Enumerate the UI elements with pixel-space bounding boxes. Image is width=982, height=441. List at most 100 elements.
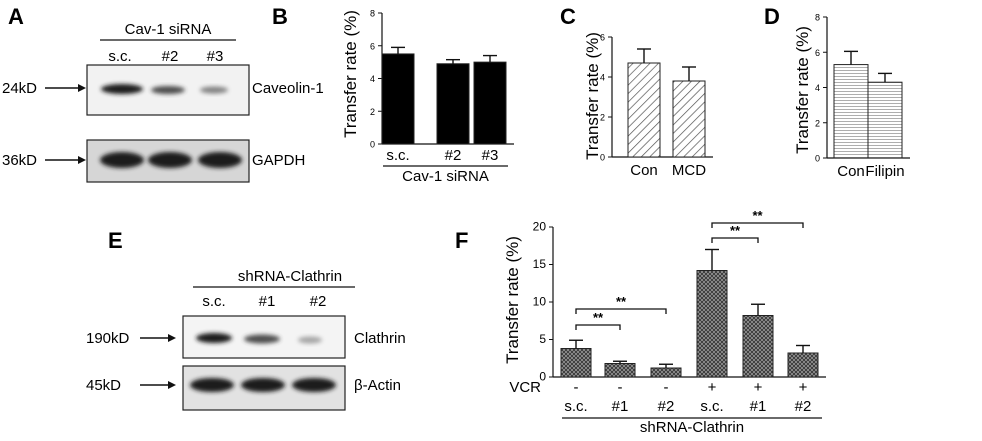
bar: [436, 63, 470, 145]
category-label: #3: [482, 147, 499, 164]
band: [198, 152, 242, 168]
bar: [627, 62, 661, 158]
band: [200, 86, 228, 94]
y-tick-label: 15: [533, 257, 547, 271]
category-label: MCD: [672, 162, 706, 179]
chart-f: 0 5 10 15 20 Transfer rate (%) s.c. - #1 - #2 - s.c.…: [503, 208, 826, 436]
y-tick-label: 4: [815, 83, 820, 93]
panel-a-western-blot: A Cav-1 siRNA s.c. #2 #3 24kD Caveolin-1…: [2, 4, 324, 183]
significance-label: **: [616, 294, 627, 309]
category-label: Filipin: [865, 163, 904, 180]
panel-letter-e: E: [108, 228, 123, 253]
y-tick-label: 4: [600, 73, 605, 83]
vcr-sign: +: [708, 379, 717, 396]
charts-layer: 0 2 4 6 8 Transfer rate (%) s.c. #2 #3 Cav-1 siRN…: [341, 9, 910, 436]
band: [151, 86, 185, 94]
y-axis-label: Transfer rate (%): [503, 236, 522, 364]
bar: [696, 270, 728, 378]
significance-label: **: [730, 223, 741, 238]
band: [298, 336, 322, 344]
significance-bracket: [575, 308, 667, 314]
y-tick-label: 20: [533, 220, 547, 234]
bar: [742, 315, 774, 378]
y-tick-label: 2: [370, 107, 375, 117]
panel-e-lane-label: #1: [259, 293, 276, 310]
y-tick-label: 6: [370, 41, 375, 51]
bar: [604, 363, 636, 378]
bar: [672, 80, 706, 158]
y-tick-label: 4: [370, 74, 375, 84]
category-label: Con: [630, 162, 658, 179]
panel-a-marker-label: 24kD: [2, 80, 37, 97]
vcr-label: VCR: [509, 379, 541, 396]
bar: [650, 367, 682, 378]
category-label: s.c.: [564, 398, 587, 415]
significance-bracket: [711, 222, 804, 228]
arrow-icon: [78, 156, 86, 164]
category-label: #2: [658, 398, 675, 415]
panel-e-lane-label: #2: [310, 293, 327, 310]
band: [196, 333, 232, 343]
panel-letter-f: F: [455, 228, 468, 253]
y-tick-label: 6: [815, 48, 820, 58]
group-label: Cav-1 siRNA: [402, 168, 489, 185]
band: [100, 152, 144, 168]
bar: [560, 348, 592, 378]
panel-a-lane-label: #2: [162, 48, 179, 65]
panel-e-marker-label: 190kD: [86, 330, 130, 347]
panel-e-western-blot: E shRNA-Clathrin s.c. #1 #2 190kD Clathr…: [86, 228, 406, 411]
y-tick-label: 2: [815, 118, 820, 128]
band: [148, 152, 192, 168]
category-label: #2: [795, 398, 812, 415]
y-tick-label: 6: [600, 33, 605, 43]
panel-letter-b: B: [272, 4, 288, 29]
band: [292, 378, 336, 392]
band: [101, 84, 143, 94]
vcr-sign: -: [664, 379, 669, 396]
significance-label: **: [593, 310, 604, 325]
y-tick-label: 8: [370, 9, 375, 19]
panel-a-protein-label: Caveolin-1: [252, 80, 324, 97]
panel-e-marker-label: 45kD: [86, 377, 121, 394]
panel-letter-c: C: [560, 4, 576, 29]
vcr-sign: +: [799, 379, 808, 396]
panel-a-marker-label: 36kD: [2, 152, 37, 169]
chart-b: 0 2 4 6 8 Transfer rate (%) s.c. #2 #3 Cav-1 siRN…: [341, 9, 514, 185]
y-tick-label: 2: [600, 113, 605, 123]
arrow-icon: [78, 84, 86, 92]
y-tick-label: 0: [815, 154, 820, 164]
panel-e-group-label: shRNA-Clathrin: [238, 268, 342, 285]
y-tick-label: 5: [539, 332, 546, 346]
arrow-icon: [168, 381, 176, 389]
bar: [787, 352, 819, 378]
band: [244, 334, 280, 344]
vcr-sign: -: [574, 379, 579, 396]
significance-label: **: [752, 208, 763, 223]
category-label: #2: [445, 147, 462, 164]
band: [241, 378, 285, 392]
y-tick-label: 10: [533, 295, 547, 309]
y-tick-label: 0: [370, 140, 375, 150]
vcr-sign: -: [618, 379, 623, 396]
panel-e-lane-label: s.c.: [202, 293, 225, 310]
category-label: s.c.: [700, 398, 723, 415]
bar: [381, 53, 415, 145]
y-axis-label: Transfer rate (%): [583, 32, 602, 160]
panel-letter-d: D: [764, 4, 780, 29]
panel-letter-a: A: [8, 4, 24, 29]
panel-e-protein-label: Clathrin: [354, 330, 406, 347]
bar: [473, 61, 507, 145]
category-label: s.c.: [386, 147, 409, 164]
panel-a-lane-label: s.c.: [108, 48, 131, 65]
vcr-sign: +: [754, 379, 763, 396]
group-label: shRNA-Clathrin: [640, 419, 744, 436]
significance-bracket: [575, 324, 621, 330]
band: [190, 378, 234, 392]
category-label: Con: [837, 163, 865, 180]
bar: [833, 64, 869, 159]
panel-a-lane-label: #3: [207, 48, 224, 65]
y-tick-label: 0: [600, 153, 605, 163]
